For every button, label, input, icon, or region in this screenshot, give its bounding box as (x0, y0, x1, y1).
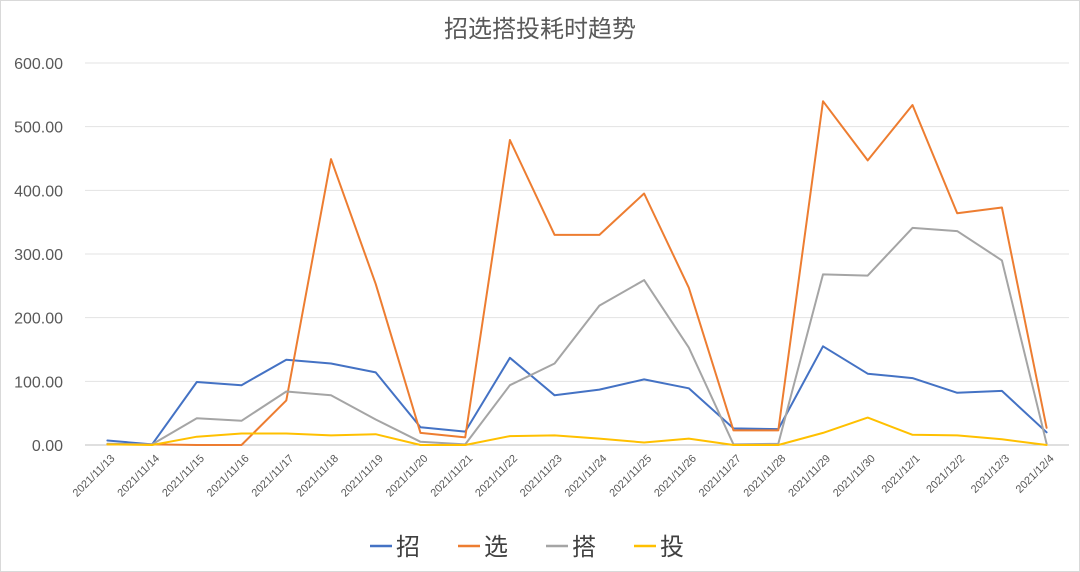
series-line-2 (106, 100, 1048, 446)
legend-label: 投 (660, 533, 684, 561)
x-axis: 2021/11/132021/11/142021/11/152021/11/16… (71, 453, 1057, 500)
x-tick-label: 2021/11/27 (697, 453, 744, 500)
legend-item: 选 (458, 533, 508, 561)
chart-title: 招选搭投耗时趋势 (444, 15, 636, 43)
x-tick-label: 2021/11/14 (115, 453, 162, 500)
series-lines (106, 100, 1048, 446)
x-tick-label: 2021/11/17 (250, 453, 297, 500)
x-tick-label: 2021/11/13 (71, 453, 118, 500)
x-tick-label: 2021/11/15 (160, 453, 207, 500)
x-tick-label: 2021/11/19 (339, 453, 386, 500)
x-tick-label: 2021/11/16 (205, 453, 252, 500)
x-tick-label: 2021/11/28 (742, 453, 789, 500)
x-tick-label: 2021/11/21 (428, 453, 475, 500)
y-tick-label: 100.00 (14, 374, 63, 391)
y-axis: 0.00 100.00 200.00 300.00 400.00 500.00 600.00 (14, 56, 63, 455)
x-tick-label: 2021/12/3 (969, 453, 1012, 496)
series-line-3 (106, 226, 1048, 446)
x-tick-label: 2021/11/24 (563, 453, 610, 500)
legend: 招选搭投 (370, 533, 684, 561)
legend-item: 招 (370, 533, 420, 561)
legend-label: 选 (484, 533, 508, 561)
series-line-4 (106, 416, 1048, 446)
x-tick-label: 2021/11/23 (518, 453, 565, 500)
legend-label: 搭 (572, 533, 596, 561)
x-tick-label: 2021/11/26 (652, 453, 699, 500)
x-tick-label: 2021/11/20 (384, 453, 431, 500)
y-tick-label: 600.00 (14, 56, 63, 73)
x-tick-label: 2021/11/29 (786, 453, 833, 500)
x-tick-label: 2021/11/25 (607, 453, 654, 500)
x-tick-label: 2021/12/4 (1014, 453, 1057, 496)
x-tick-label: 2021/12/2 (924, 453, 967, 496)
x-tick-label: 2021/11/22 (473, 453, 520, 500)
legend-label: 招 (396, 533, 420, 561)
x-tick-label: 2021/12/1 (879, 453, 922, 496)
y-tick-label: 0.00 (32, 438, 63, 455)
legend-item: 搭 (546, 533, 596, 561)
y-tick-label: 500.00 (14, 120, 63, 137)
y-tick-label: 200.00 (14, 311, 63, 328)
x-tick-label: 2021/11/18 (294, 453, 341, 500)
legend-item: 投 (634, 533, 684, 561)
x-tick-label: 2021/11/30 (831, 453, 878, 500)
y-tick-label: 300.00 (14, 247, 63, 264)
gridlines (85, 62, 1069, 446)
series-line-1 (106, 345, 1048, 446)
y-tick-label: 400.00 (14, 183, 63, 200)
